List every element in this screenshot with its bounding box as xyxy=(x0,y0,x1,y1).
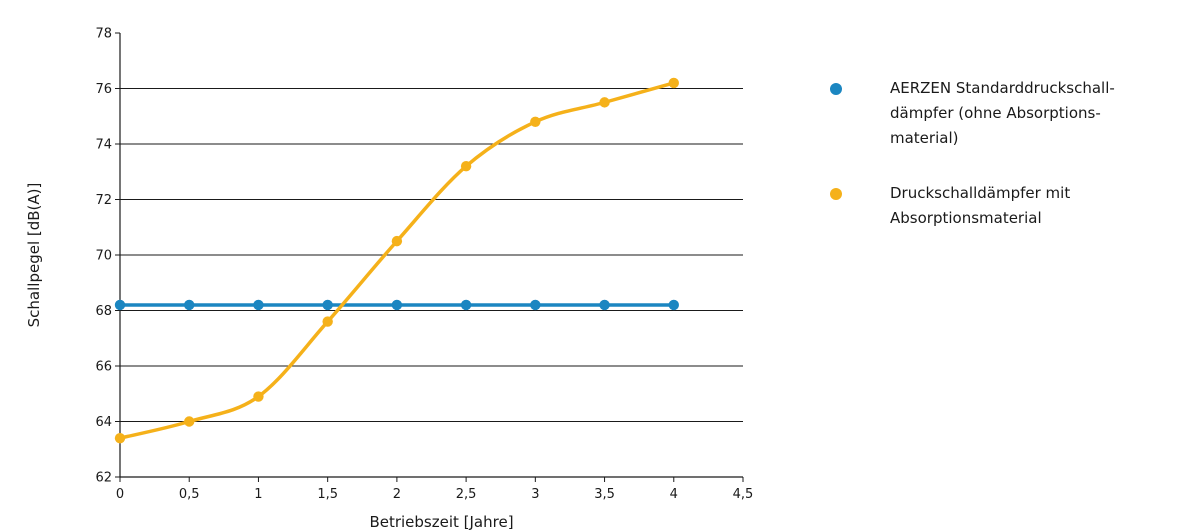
legend-item-standard: AERZEN Standarddruckschall-dämpfer (ohne… xyxy=(830,76,1160,151)
axes xyxy=(115,32,744,482)
data-point-series-1 xyxy=(253,299,264,311)
x-tick-label: 4,5 xyxy=(733,487,754,502)
legend-label-standard: AERZEN Standarddruckschall-dämpfer (ohne… xyxy=(890,79,1115,147)
data-point-series-2 xyxy=(322,316,333,327)
data-point-series-2 xyxy=(114,432,126,444)
y-tick-label: 68 xyxy=(95,304,112,319)
data-point-series-2 xyxy=(460,161,472,172)
data-point-series-1 xyxy=(322,299,333,311)
data-point-series-1 xyxy=(114,299,126,311)
series-layer xyxy=(114,77,679,444)
y-tick-label: 64 xyxy=(95,415,112,430)
legend-item-absorption: Druckschalldämpfer mit Absorptionsmateri… xyxy=(830,181,1160,231)
legend-label-absorption: Druckschalldämpfer mit Absorptionsmateri… xyxy=(890,184,1071,227)
data-point-series-2 xyxy=(599,97,610,108)
data-point-series-1 xyxy=(391,299,403,311)
data-point-series-1 xyxy=(460,299,472,311)
data-point-series-1 xyxy=(668,299,679,311)
data-point-series-2 xyxy=(668,77,679,89)
x-axis-title: Betriebszeit [Jahre] xyxy=(369,513,513,531)
series-line-2 xyxy=(118,81,676,440)
x-tick-label: 2 xyxy=(393,487,401,502)
x-tick-label: 3,5 xyxy=(594,487,615,502)
tick-labels: 62 64 66 68 70 72 74 76 78 0 0,5 1 1,5 2 2,5 3 3,5 4 4,5 xyxy=(95,27,753,503)
data-point-series-1 xyxy=(184,299,195,311)
x-tick-label: 3 xyxy=(531,487,539,502)
data-point-series-2 xyxy=(253,391,264,402)
y-tick-label: 76 xyxy=(95,82,112,97)
y-tick-label: 72 xyxy=(95,193,112,208)
y-tick-label: 74 xyxy=(95,138,112,153)
data-point-series-1 xyxy=(599,299,610,311)
y-tick-label: 62 xyxy=(95,471,112,486)
y-tick-label: 78 xyxy=(95,27,112,42)
data-point-series-2 xyxy=(184,416,195,427)
x-tick-label: 0 xyxy=(116,487,124,502)
x-tick-label: 4 xyxy=(670,487,678,502)
legend: AERZEN Standarddruckschall-dämpfer (ohne… xyxy=(830,76,1160,231)
y-tick-label: 70 xyxy=(95,249,112,264)
x-tick-label: 1 xyxy=(254,487,262,502)
gridlines xyxy=(120,88,743,422)
data-point-series-1 xyxy=(530,299,541,311)
legend-swatch-standard xyxy=(830,83,842,95)
legend-swatch-absorption xyxy=(830,188,842,200)
data-point-series-2 xyxy=(391,235,403,247)
y-axis-title: Schallpegel [dB(A)] xyxy=(25,183,43,328)
data-point-series-2 xyxy=(530,116,541,128)
x-tick-label: 0,5 xyxy=(179,487,200,502)
x-tick-label: 2,5 xyxy=(456,487,477,502)
x-tick-label: 1,5 xyxy=(317,487,338,502)
y-tick-label: 66 xyxy=(95,360,112,375)
